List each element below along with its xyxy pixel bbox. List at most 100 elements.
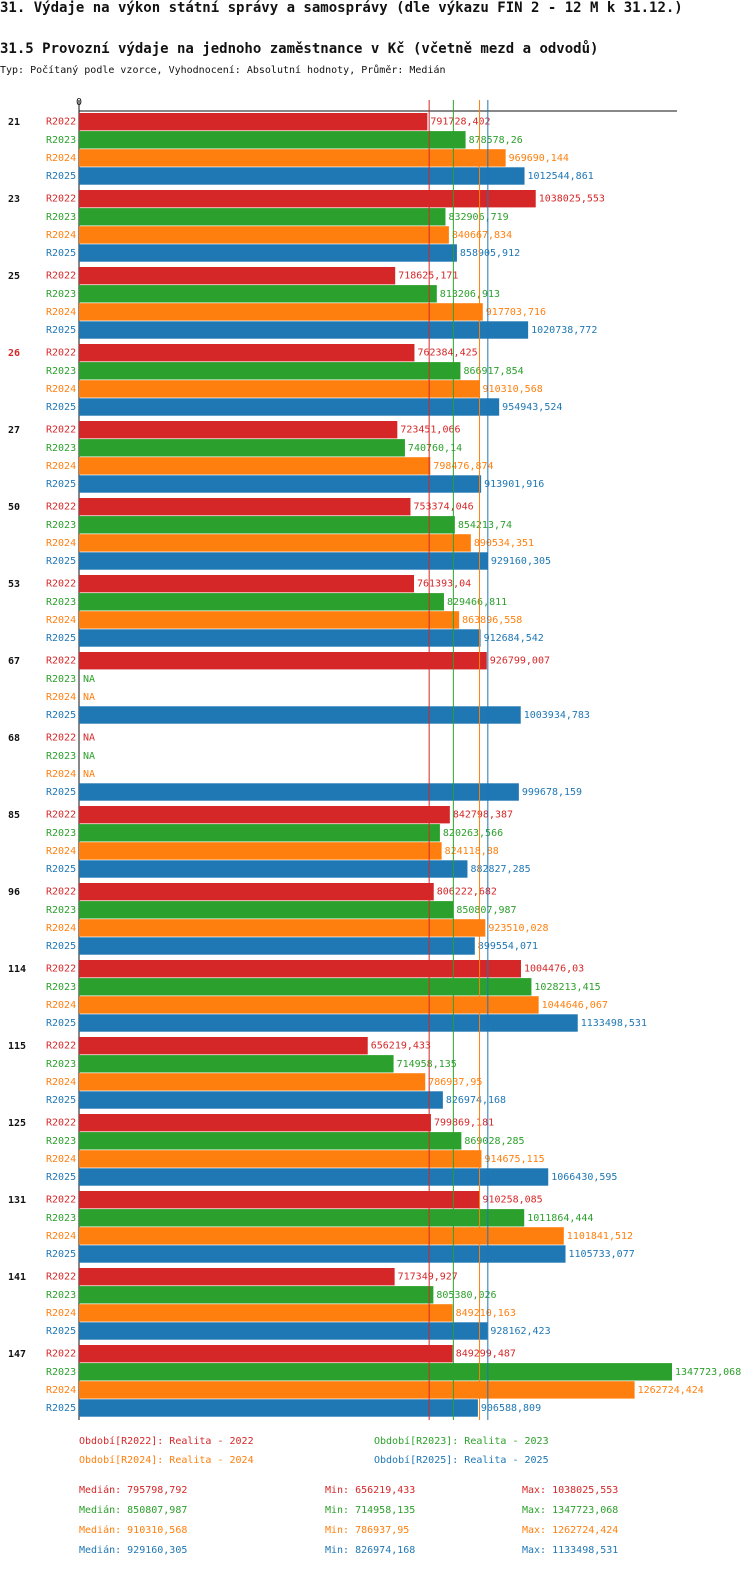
bar-R2024 <box>79 380 480 398</box>
series-label: R2024 <box>46 692 76 703</box>
bar-R2023 <box>79 1132 462 1150</box>
bar-R2025 <box>79 706 521 724</box>
bar-R2023 <box>79 1286 434 1304</box>
bar-R2023 <box>79 1363 672 1381</box>
series-label: R2024 <box>46 1000 76 1011</box>
bar-R2024 <box>79 919 486 937</box>
series-label: R2024 <box>46 384 76 395</box>
bar-R2025 <box>79 475 482 493</box>
series-label: R2025 <box>46 710 76 721</box>
value-label: 842798,387 <box>453 810 513 821</box>
value-label: 714958,135 <box>397 1059 457 1070</box>
page-title: 31. Výdaje na výkon státní správy a samo… <box>0 0 683 16</box>
value-label: 813206,913 <box>440 289 500 300</box>
value-label: 890534,351 <box>474 538 534 549</box>
group-label: 23 <box>8 194 20 205</box>
bar-R2022 <box>79 960 521 978</box>
series-label: R2024 <box>46 1154 76 1165</box>
value-label: 863896,558 <box>462 615 522 626</box>
value-label: 906588,809 <box>481 1403 541 1414</box>
value-label: 798476,874 <box>433 461 493 472</box>
series-label: R2023 <box>46 1213 76 1224</box>
series-label: R2025 <box>46 248 76 259</box>
series-label: R2022 <box>46 656 76 667</box>
group-label: 21 <box>8 117 20 128</box>
bar-R2025 <box>79 1091 443 1109</box>
value-label: 882827,285 <box>470 864 530 875</box>
value-label: 820263,566 <box>443 828 503 839</box>
series-label: R2022 <box>46 733 76 744</box>
series-label: R2025 <box>46 633 76 644</box>
bar-R2022 <box>79 652 487 670</box>
series-label: R2023 <box>46 443 76 454</box>
series-label: R2025 <box>46 479 76 490</box>
bar-R2022 <box>79 883 434 901</box>
value-label: 1020738,772 <box>531 325 597 336</box>
group-label: 125 <box>8 1118 26 1129</box>
bar-R2025 <box>79 321 529 339</box>
series-label: R2024 <box>46 923 76 934</box>
legend-median: Medián: 929160,305 <box>79 1545 188 1556</box>
series-label: R2025 <box>46 325 76 336</box>
value-label: 849210,163 <box>456 1308 516 1319</box>
value-label: 969690,144 <box>509 153 569 164</box>
legend-min: Min: 786937,95 <box>325 1525 410 1536</box>
bar-R2024 <box>79 1227 564 1245</box>
legend-min: Min: 714958,135 <box>325 1505 416 1516</box>
bar-R2023 <box>79 901 454 919</box>
series-label: R2023 <box>46 905 76 916</box>
bar-R2024 <box>79 1150 482 1168</box>
legend-period: Období[R2024]: Realita - 2024 <box>79 1455 254 1466</box>
series-label: R2024 <box>46 1385 76 1396</box>
value-label: 761393,04 <box>417 579 471 590</box>
bar-R2023 <box>79 131 466 149</box>
value-label: 656219,433 <box>371 1041 431 1052</box>
value-label: 840667,834 <box>452 230 512 241</box>
bar-R2024 <box>79 842 442 860</box>
legend-max: Max: 1038025,553 <box>522 1485 619 1496</box>
value-label: 723451,066 <box>400 425 460 436</box>
series-label: R2023 <box>46 982 76 993</box>
series-label: R2022 <box>46 1118 76 1129</box>
value-label: 1066430,595 <box>551 1172 617 1183</box>
bar-R2024 <box>79 1381 635 1399</box>
group-label: 53 <box>8 579 20 590</box>
value-label: 910258,085 <box>483 1195 543 1206</box>
series-label: R2025 <box>46 171 76 182</box>
series-label: R2024 <box>46 461 76 472</box>
group-label: 115 <box>8 1041 26 1052</box>
bar-R2023 <box>79 362 461 380</box>
value-label: 1028213,415 <box>534 982 600 993</box>
bar-R2024 <box>79 611 460 629</box>
group-label: 27 <box>8 425 20 436</box>
series-label: R2022 <box>46 425 76 436</box>
value-label: 832906,719 <box>448 212 508 223</box>
legend-max: Max: 1133498,531 <box>522 1545 619 1556</box>
group-label: 147 <box>8 1349 26 1360</box>
bar-R2022 <box>79 1345 453 1363</box>
value-label: 878578,26 <box>469 135 523 146</box>
bar-R2022 <box>79 344 415 362</box>
bar-R2022 <box>79 575 415 593</box>
axis-zero-label: 0 <box>76 97 82 108</box>
group-label: 131 <box>8 1195 26 1206</box>
value-label: 799869,181 <box>434 1118 494 1129</box>
series-label: R2022 <box>46 1195 76 1206</box>
series-label: R2023 <box>46 366 76 377</box>
bar-R2025 <box>79 629 481 647</box>
bar-R2025 <box>79 398 500 416</box>
legend-max: Max: 1262724,424 <box>522 1525 619 1536</box>
group-label: 96 <box>8 887 20 898</box>
value-label: 899554,071 <box>478 941 538 952</box>
series-label: R2023 <box>46 1136 76 1147</box>
series-label: R2023 <box>46 828 76 839</box>
series-label: R2024 <box>46 846 76 857</box>
series-label: R2024 <box>46 153 76 164</box>
bar-R2022 <box>79 498 411 516</box>
bar-R2022 <box>79 1037 368 1055</box>
series-label: R2025 <box>46 941 76 952</box>
value-label: 753374,046 <box>413 502 473 513</box>
bar-R2023 <box>79 1209 525 1227</box>
legend-min: Min: 826974,168 <box>325 1545 416 1556</box>
bar-R2022 <box>79 113 428 131</box>
